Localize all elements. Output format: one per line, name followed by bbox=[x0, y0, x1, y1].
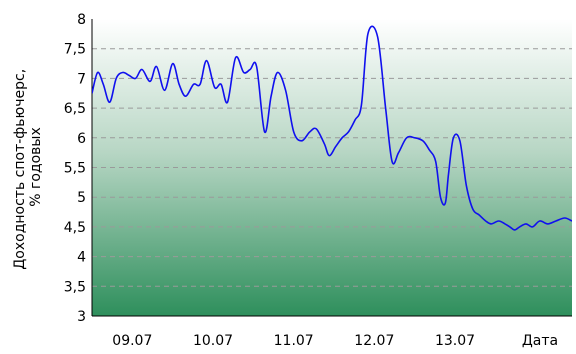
x-tick-labels: 09.07 10.07 11.07 12.07 13.07 bbox=[112, 333, 475, 349]
y-axis-label-line-2: % годовых bbox=[28, 127, 44, 207]
y-tick-labels: 3 3,5 4 4,5 5 5,5 6 6,5 7 7,5 8 bbox=[64, 12, 86, 325]
y-tick-label: 6,5 bbox=[64, 101, 86, 117]
y-axis-label-line-1: Доходность спот-фьючерс, bbox=[12, 69, 28, 270]
grid-lines bbox=[92, 48, 572, 287]
series-line bbox=[92, 25, 572, 231]
x-tick-label: 10.07 bbox=[193, 333, 233, 349]
x-tick-label: 13.07 bbox=[435, 333, 475, 349]
series-layer bbox=[92, 25, 572, 231]
y-tick-label: 3 bbox=[77, 309, 86, 325]
y-tick-label: 5 bbox=[77, 190, 86, 206]
y-tick-label: 7 bbox=[77, 71, 86, 87]
y-tick-label: 7,5 bbox=[64, 42, 86, 58]
y-axis-label: Доходность спот-фьючерс, % годовых bbox=[12, 64, 44, 269]
y-tick-label: 3,5 bbox=[64, 279, 86, 295]
x-tick-label: 12.07 bbox=[354, 333, 394, 349]
y-tick-label: 8 bbox=[77, 12, 86, 28]
y-tick-label: 5,5 bbox=[64, 161, 86, 177]
axes bbox=[91, 19, 572, 317]
y-tick-label: 4 bbox=[77, 250, 86, 266]
y-tick-label: 6 bbox=[77, 131, 86, 147]
x-axis-label: Дата bbox=[522, 333, 558, 349]
y-tick-label: 4,5 bbox=[64, 220, 86, 236]
x-tick-label: 09.07 bbox=[112, 333, 152, 349]
x-tick-label: 11.07 bbox=[274, 333, 314, 349]
